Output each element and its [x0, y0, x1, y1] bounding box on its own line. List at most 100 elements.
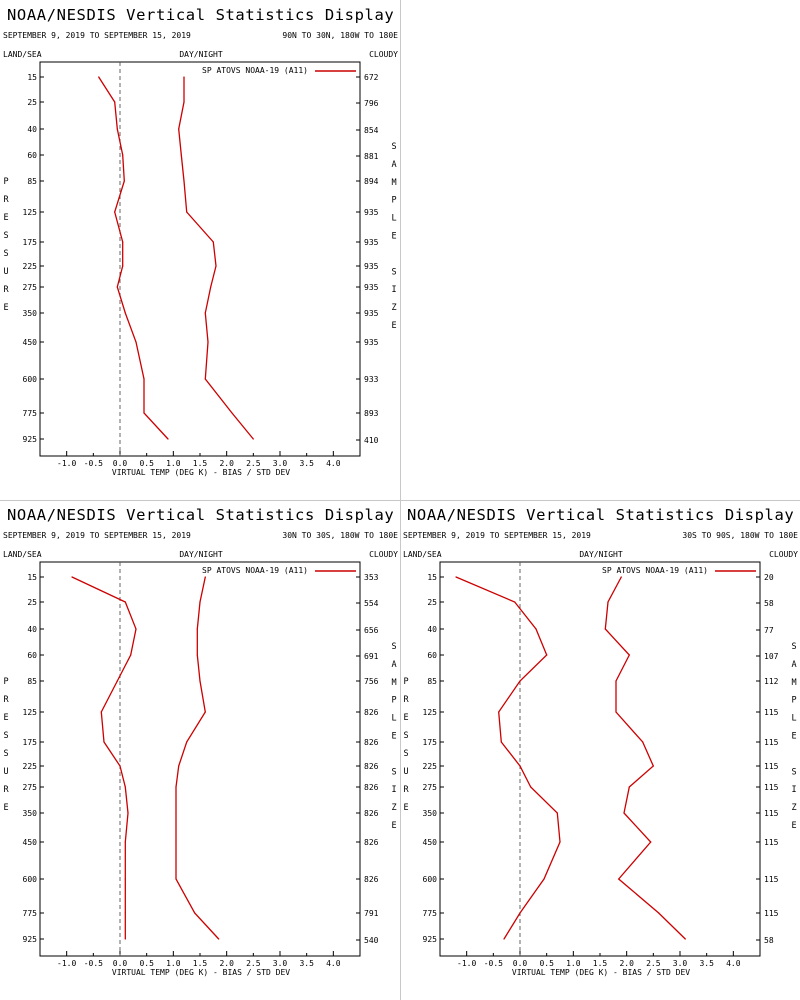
pressure-tick-label: 775	[23, 909, 38, 918]
std_dev-point	[623, 812, 625, 814]
sample-size-axis-letter: I	[791, 785, 796, 795]
pressure-axis-letter: U	[3, 767, 8, 777]
std_dev-point	[183, 76, 185, 78]
page-title: NOAA/NESDIS Vertical Statistics Display	[7, 6, 394, 24]
chart-svg: NOAA/NESDIS Vertical Statistics Display S…	[3, 506, 398, 977]
pressure-tick-label: 85	[427, 677, 437, 686]
std_dev-point	[175, 786, 177, 788]
x-tick-label: 3.5	[299, 959, 314, 968]
plot-frame	[439, 561, 761, 957]
pressure-tick-label: 225	[423, 762, 438, 771]
sample-size-label: 935	[364, 262, 379, 271]
sample-size-label: 854	[364, 126, 379, 135]
sample-size-label: 935	[364, 238, 379, 247]
x-tick-label: 0.5	[139, 959, 154, 968]
x-tick-label: 2.5	[246, 959, 261, 968]
sample-size-axis-letter: S	[391, 267, 396, 277]
legend-label: SP ATOVS NOAA-19 (A11)	[202, 66, 308, 75]
pressure-axis-letter: R	[403, 785, 409, 795]
pressure-axis-letter: U	[403, 767, 408, 777]
bias-point	[119, 765, 121, 767]
pressure-tick-label: 775	[423, 909, 438, 918]
sample-size-label: 826	[364, 738, 379, 747]
std_dev-point	[178, 765, 180, 767]
x-tick-label: 3.0	[273, 459, 288, 468]
bias-line	[455, 576, 561, 940]
sample-size-label: 115	[764, 809, 779, 818]
sample-size-axis-letter: S	[391, 767, 396, 777]
sample-size-label: 826	[364, 783, 379, 792]
region-label: 90N TO 30N, 180W TO 180E	[282, 31, 398, 40]
x-tick-label: 4.0	[726, 959, 741, 968]
std_dev-point	[175, 878, 177, 880]
x-tick-label: 1.5	[193, 959, 208, 968]
x-tick-label: 2.5	[646, 959, 661, 968]
pressure-tick-label: 350	[423, 809, 438, 818]
land-sea-label: LAND/SEA	[3, 550, 42, 559]
x-tick-label: -1.0	[57, 459, 76, 468]
std_dev-point	[196, 628, 198, 630]
x-tick-label: 1.0	[566, 959, 581, 968]
std_dev-point	[204, 576, 206, 578]
bias-point	[98, 76, 100, 78]
std_dev-point	[204, 378, 206, 380]
sample-size-label: 826	[364, 708, 379, 717]
pressure-axis-letter: P	[3, 177, 8, 187]
sample-size-axis-letter: P	[391, 196, 396, 206]
sample-size-label: 112	[764, 677, 779, 686]
sample-size-axis-letter: L	[791, 714, 796, 724]
sample-size-label: 826	[364, 838, 379, 847]
pressure-axis-letter: S	[403, 731, 408, 741]
day-night-label: DAY/NIGHT	[579, 550, 623, 559]
sample-size-axis-letter: I	[391, 285, 396, 295]
sample-size-label: 826	[364, 762, 379, 771]
bias-point	[135, 341, 137, 343]
chart-svg: NOAA/NESDIS Vertical Statistics Display S…	[3, 6, 398, 477]
x-tick-label: 0.0	[113, 959, 128, 968]
sample-size-label: 881	[364, 152, 379, 161]
sample-size-label: 935	[364, 208, 379, 217]
std_dev-point	[642, 741, 644, 743]
pressure-axis-letter: R	[3, 285, 9, 295]
pressure-tick-label: 175	[23, 238, 38, 247]
bias-point	[546, 654, 548, 656]
cloudy-label: CLOUDY	[769, 550, 798, 559]
x-tick-label: 1.0	[166, 459, 181, 468]
bias-point	[124, 312, 126, 314]
pressure-tick-label: 60	[27, 151, 37, 160]
bias-point	[71, 576, 73, 578]
std_dev-point	[604, 628, 606, 630]
pressure-axis-letter: E	[403, 713, 408, 723]
x-tick-label: 2.0	[219, 459, 234, 468]
pressure-axis-letter: S	[3, 231, 8, 241]
sample-size-axis-letter: M	[391, 178, 396, 188]
sample-size-label: 796	[364, 99, 379, 108]
pressure-tick-label: 350	[23, 809, 38, 818]
sample-size-label: 115	[764, 838, 779, 847]
sample-size-label: 115	[764, 708, 779, 717]
pressure-tick-label: 85	[27, 677, 37, 686]
std_dev-point	[207, 341, 209, 343]
std_dev-point	[204, 711, 206, 713]
sample-size-axis-letter: S	[791, 642, 796, 652]
pressure-axis-letter: E	[3, 713, 8, 723]
bias-point	[116, 286, 118, 288]
pressure-axis-letter: S	[3, 749, 8, 759]
bias-point	[122, 241, 124, 243]
bias-point	[114, 101, 116, 103]
pressure-tick-label: 925	[423, 935, 438, 944]
date-range: SEPTEMBER 9, 2019 TO SEPTEMBER 15, 2019	[3, 531, 191, 540]
sample-size-label: 410	[364, 436, 379, 445]
std_dev-point	[186, 211, 188, 213]
bias-point	[123, 180, 125, 182]
pressure-axis-letter: E	[3, 213, 8, 223]
x-tick-label: -0.5	[84, 959, 103, 968]
std_dev-point	[607, 601, 609, 603]
day-night-label: DAY/NIGHT	[179, 550, 223, 559]
std_dev-point	[650, 841, 652, 843]
sample-size-axis-letter: Z	[791, 803, 796, 813]
pressure-tick-label: 85	[27, 177, 37, 186]
plot-frame	[39, 561, 361, 957]
std_dev-point	[615, 680, 617, 682]
std_dev-point	[615, 711, 617, 713]
